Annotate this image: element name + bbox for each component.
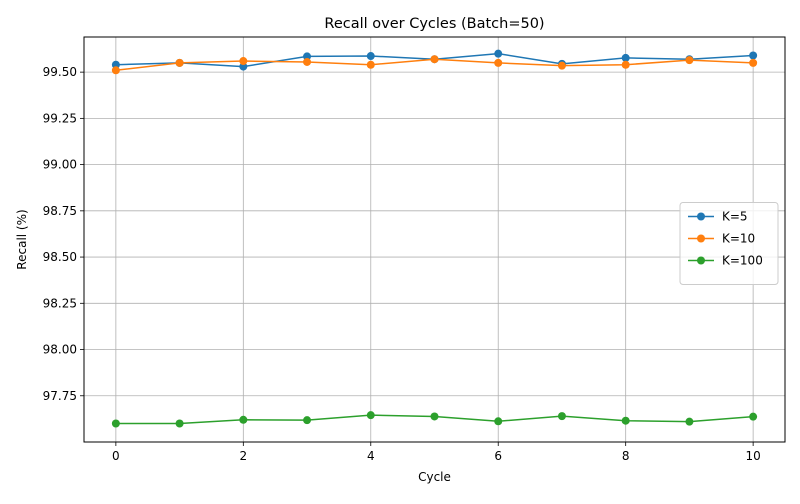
data-point [239,62,248,71]
series-group [111,49,758,428]
legend-label: K=10 [722,232,755,246]
data-point [366,60,375,69]
data-point [239,415,248,424]
data-point [175,58,184,67]
series-k-10 [111,55,758,75]
legend-box [679,202,779,285]
x-tick-label: 2 [239,449,247,463]
grid [84,37,785,442]
series-k-100 [111,411,758,428]
y-tick-label: 99.25 [43,111,77,125]
data-point [685,417,694,426]
ticks: 0 2 4 6 8 10 97.75 98.00 98.25 98.50 98.75 99.00 99.… [43,65,761,463]
data-point [303,416,312,425]
data-point [685,56,694,65]
x-tick-label: 10 [745,449,760,463]
data-point [430,55,439,64]
legend-item: K=5 [688,210,748,224]
plot-frame [83,36,786,443]
y-axis-label: Recall (%) [15,209,29,269]
data-point [303,52,312,61]
data-point [366,52,375,61]
y-tick-label: 98.75 [43,204,77,218]
y-tick-label: 99.00 [43,158,77,172]
data-point [494,58,503,67]
data-point [239,57,248,66]
data-point [111,60,120,69]
data-point [621,60,630,69]
data-point [303,57,312,66]
data-point [366,411,375,420]
data-point [621,53,630,62]
data-point [557,412,566,421]
chart-title: Recall over Cycles (Batch=50) [324,16,544,32]
legend-item: K=10 [688,232,755,246]
x-tick-label: 6 [494,449,502,463]
data-point [111,419,120,428]
y-tick-label: 98.50 [43,250,77,264]
legend-item: K=100 [688,254,763,268]
y-tick-label: 98.25 [43,296,77,310]
data-point [494,417,503,426]
x-tick-label: 8 [622,449,630,463]
data-point [494,49,503,58]
legend-marker [697,234,705,243]
data-point [749,412,758,421]
x-tick-label: 4 [367,449,375,463]
x-axis-label: Cycle [418,470,451,484]
legend-label: K=100 [722,254,763,268]
data-point [749,58,758,67]
legend: K=5 K=10 K=100 [679,202,779,285]
y-tick-label: 98.00 [43,343,77,357]
y-tick-label: 97.75 [43,389,77,403]
legend-marker [697,256,705,265]
data-point [175,419,184,428]
data-point [430,412,439,421]
legend-label: K=5 [722,210,748,224]
data-point [621,416,630,425]
data-point [557,61,566,70]
x-tick-label: 0 [112,449,120,463]
data-point [111,66,120,75]
legend-marker [697,212,705,221]
data-point [749,51,758,60]
y-tick-label: 99.50 [43,65,77,79]
